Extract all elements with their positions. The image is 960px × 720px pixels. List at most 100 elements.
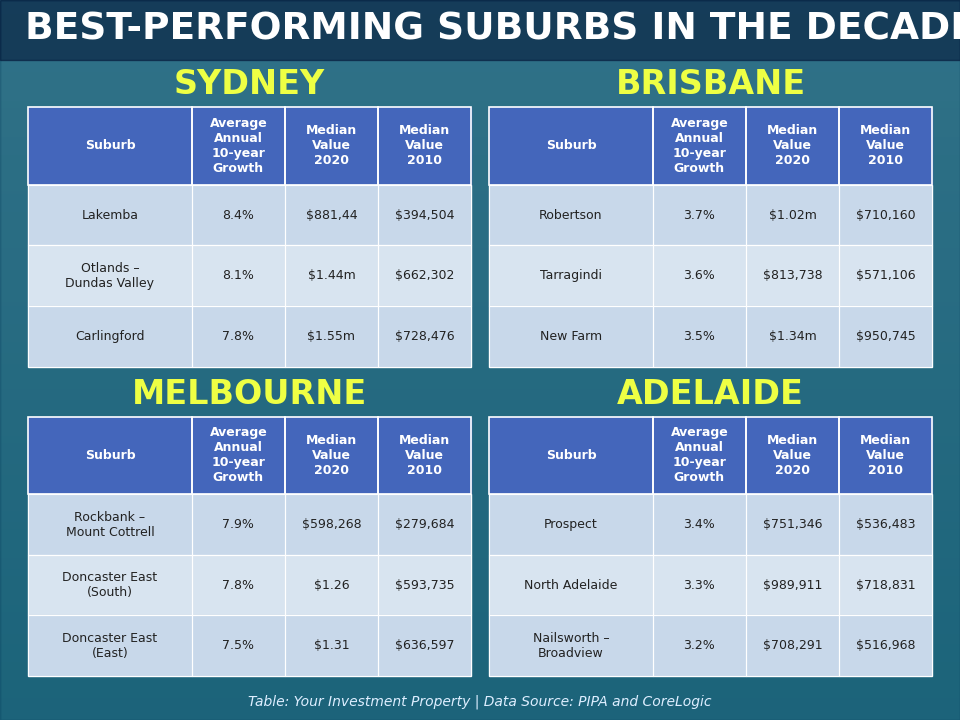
Bar: [653, 185, 746, 246]
Bar: [489, 185, 653, 246]
Bar: [839, 107, 932, 185]
Bar: [192, 306, 285, 366]
Bar: [192, 246, 285, 306]
Text: BEST-PERFORMING SUBURBS IN THE DECADE: BEST-PERFORMING SUBURBS IN THE DECADE: [25, 12, 960, 48]
Bar: [746, 555, 839, 616]
Text: Suburb: Suburb: [84, 449, 135, 462]
Bar: [839, 555, 932, 616]
Bar: [285, 616, 378, 676]
Bar: [746, 616, 839, 676]
Bar: [285, 185, 378, 246]
Bar: [653, 107, 746, 185]
Text: $593,735: $593,735: [395, 579, 454, 592]
Bar: [653, 416, 746, 495]
Bar: [653, 185, 746, 246]
Bar: [489, 185, 653, 246]
Bar: [378, 416, 471, 495]
Text: $1.34m: $1.34m: [769, 330, 816, 343]
Bar: [378, 555, 471, 616]
Bar: [285, 555, 378, 616]
Text: $516,968: $516,968: [855, 639, 915, 652]
Bar: [489, 246, 653, 306]
Bar: [378, 416, 471, 495]
Text: Suburb: Suburb: [545, 449, 596, 462]
Text: Otlands –
Dundas Valley: Otlands – Dundas Valley: [65, 261, 155, 289]
Bar: [28, 495, 192, 555]
Bar: [653, 246, 746, 306]
Text: 7.9%: 7.9%: [223, 518, 254, 531]
Text: North Adelaide: North Adelaide: [524, 579, 617, 592]
Text: 8.4%: 8.4%: [223, 209, 254, 222]
Bar: [378, 185, 471, 246]
Bar: [378, 107, 471, 185]
Bar: [653, 306, 746, 366]
Bar: [489, 416, 653, 495]
Bar: [653, 495, 746, 555]
Text: 3.3%: 3.3%: [684, 579, 715, 592]
Text: 8.1%: 8.1%: [223, 269, 254, 282]
Text: Lakemba: Lakemba: [82, 209, 138, 222]
Bar: [489, 495, 653, 555]
Bar: [28, 246, 192, 306]
Text: ADELAIDE: ADELAIDE: [617, 378, 804, 411]
Text: 3.2%: 3.2%: [684, 639, 715, 652]
Bar: [839, 306, 932, 366]
Bar: [489, 416, 653, 495]
Bar: [192, 555, 285, 616]
Text: Nailsworth –
Broadview: Nailsworth – Broadview: [533, 631, 610, 660]
Text: $989,911: $989,911: [763, 579, 822, 592]
Text: Robertson: Robertson: [540, 209, 603, 222]
Bar: [28, 555, 192, 616]
Bar: [285, 495, 378, 555]
Text: 7.8%: 7.8%: [223, 330, 254, 343]
Text: Average
Annual
10-year
Growth: Average Annual 10-year Growth: [670, 426, 729, 485]
Text: Table: Your Investment Property | Data Source: PIPA and CoreLogic: Table: Your Investment Property | Data S…: [249, 695, 711, 709]
Bar: [489, 616, 653, 676]
Bar: [192, 416, 285, 495]
Bar: [192, 555, 285, 616]
Text: Median
Value
2010: Median Value 2010: [398, 125, 450, 168]
Bar: [489, 555, 653, 616]
Bar: [285, 185, 378, 246]
Text: $598,268: $598,268: [301, 518, 361, 531]
Text: BRISBANE: BRISBANE: [615, 68, 805, 102]
Bar: [28, 416, 192, 495]
Bar: [746, 616, 839, 676]
Bar: [746, 416, 839, 495]
Bar: [839, 306, 932, 366]
Bar: [285, 107, 378, 185]
Bar: [28, 495, 192, 555]
Text: Tarragindi: Tarragindi: [540, 269, 602, 282]
Text: Rockbank –
Mount Cottrell: Rockbank – Mount Cottrell: [65, 510, 155, 539]
Text: 3.6%: 3.6%: [684, 269, 715, 282]
Bar: [378, 495, 471, 555]
Bar: [192, 306, 285, 366]
Bar: [285, 416, 378, 495]
Text: $708,291: $708,291: [762, 639, 823, 652]
Bar: [839, 495, 932, 555]
Bar: [192, 185, 285, 246]
Text: $1.55m: $1.55m: [307, 330, 355, 343]
Bar: [28, 306, 192, 366]
Bar: [192, 495, 285, 555]
Bar: [746, 107, 839, 185]
Bar: [285, 416, 378, 495]
Bar: [489, 616, 653, 676]
Bar: [746, 185, 839, 246]
Text: Median
Value
2010: Median Value 2010: [398, 434, 450, 477]
Bar: [839, 185, 932, 246]
Bar: [746, 306, 839, 366]
Text: 3.5%: 3.5%: [684, 330, 715, 343]
Bar: [653, 616, 746, 676]
Bar: [378, 306, 471, 366]
Bar: [285, 306, 378, 366]
Text: MELBOURNE: MELBOURNE: [132, 378, 367, 411]
Text: $813,738: $813,738: [762, 269, 823, 282]
Bar: [28, 306, 192, 366]
Text: SYDNEY: SYDNEY: [174, 68, 325, 102]
Text: $571,106: $571,106: [855, 269, 915, 282]
Text: Suburb: Suburb: [84, 140, 135, 153]
Bar: [746, 555, 839, 616]
Text: $718,831: $718,831: [855, 579, 915, 592]
Bar: [192, 246, 285, 306]
